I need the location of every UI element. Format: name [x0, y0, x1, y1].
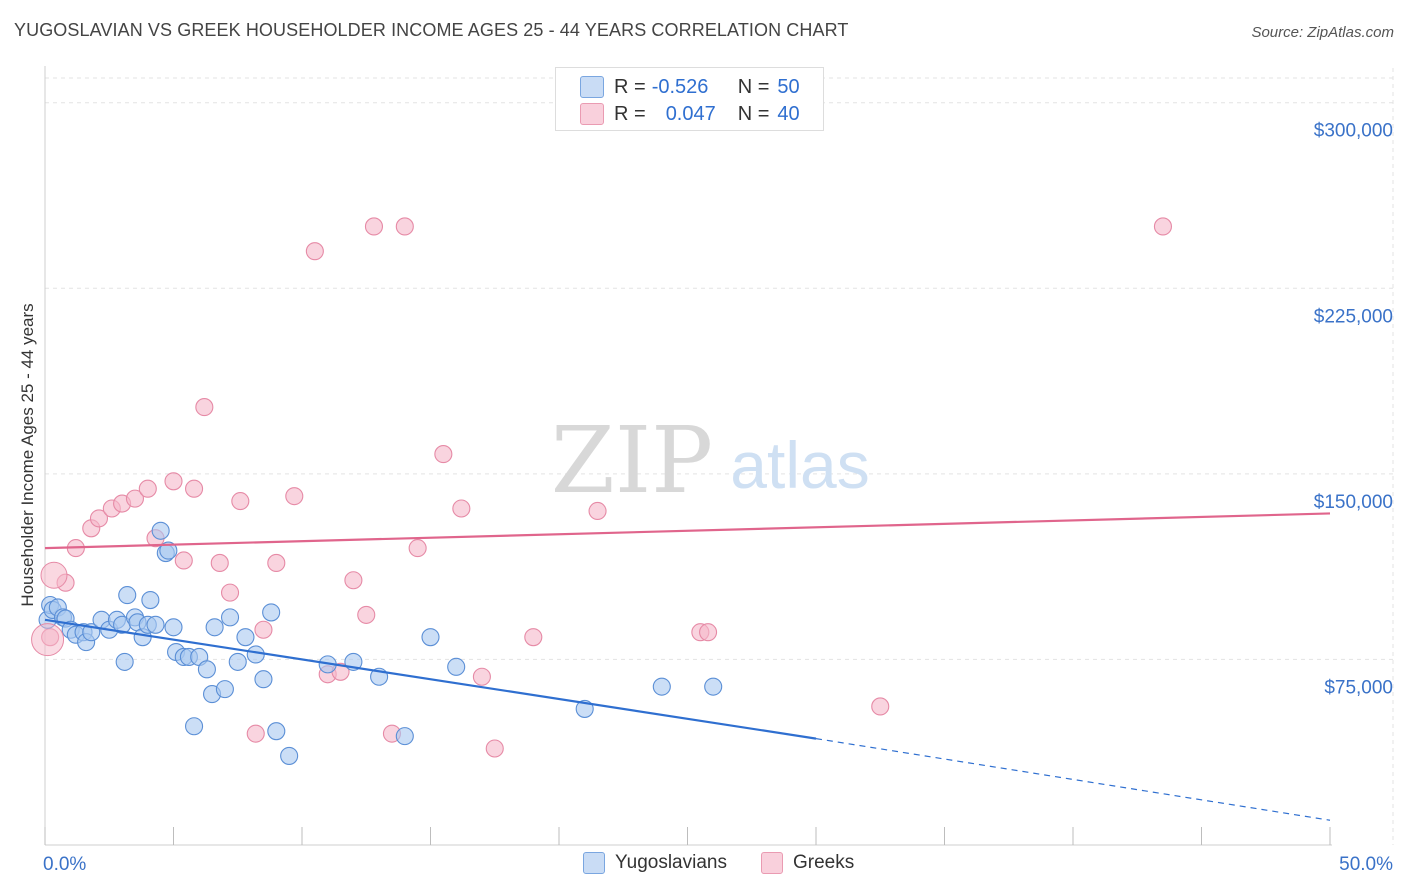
watermark-zip: ZIP	[551, 407, 713, 514]
axes	[44, 66, 1332, 846]
chart-title: YUGOSLAVIAN VS GREEK HOUSEHOLDER INCOME …	[14, 20, 849, 40]
n-label: N =	[737, 102, 770, 125]
greek-point	[395, 217, 414, 236]
yugoslavian-point	[146, 615, 165, 634]
yugoslavian-point	[215, 680, 234, 699]
greek-point	[246, 724, 265, 743]
yugoslavian-point	[197, 660, 216, 679]
yugoslavian-point	[205, 618, 224, 637]
greek-point	[408, 539, 427, 558]
legend-row-greeks: R = 0.047 N = 40	[580, 101, 800, 127]
greek-point	[125, 489, 144, 508]
yugoslavian-point	[115, 652, 134, 671]
legend-swatch-pink	[760, 852, 783, 874]
r-label: R =	[614, 75, 646, 98]
y-tick-label: $150,000	[1314, 492, 1393, 513]
series-legend: Yugoslavians Greeks	[583, 852, 888, 874]
greek-point	[267, 553, 286, 572]
y-tick-label: $225,000	[1314, 306, 1393, 327]
greek-point	[472, 667, 491, 686]
grid-lines	[45, 68, 1394, 845]
greek-point	[138, 479, 157, 498]
yugoslavian-point	[246, 645, 265, 664]
yugoslavian-point	[395, 727, 414, 746]
yugoslavian-point	[164, 618, 183, 637]
greek-point	[285, 487, 304, 506]
yugoslavian-point	[159, 541, 178, 560]
legend-item-greeks: Greeks	[760, 852, 855, 874]
greek-point	[1153, 217, 1172, 236]
greek-point	[254, 620, 273, 639]
legend-swatch-pink	[580, 103, 604, 125]
y-tick-label: $75,000	[1324, 677, 1393, 698]
greek-point	[40, 561, 68, 589]
greek-point	[195, 398, 214, 417]
tick-labels: $75,000 $150,000 $225,000 $300,000 0.0% 50.0%	[43, 121, 1393, 875]
r-label: R =	[614, 102, 646, 125]
greek-point	[524, 628, 543, 647]
yugoslavian-point	[267, 722, 286, 741]
greek-point	[871, 697, 890, 716]
yugoslavian-point	[447, 657, 466, 676]
yugoslavian-point	[254, 670, 273, 689]
yugoslavian-point	[262, 603, 281, 622]
watermark: ZIP atlas	[551, 407, 870, 514]
greek-trend-line	[44, 512, 1331, 550]
legend-label-greeks: Greeks	[792, 852, 855, 873]
greek-point	[164, 472, 183, 491]
watermark-atlas: atlas	[730, 428, 869, 502]
y-axis-label: Householder Income Ages 25 - 44 years	[18, 303, 37, 607]
x-tick-label: 50.0%	[1339, 854, 1393, 875]
yugoslavian-point	[228, 652, 247, 671]
yugoslavian-trend-extension	[815, 738, 1331, 821]
greek-point	[220, 583, 240, 602]
yugoslavian-point	[280, 746, 299, 765]
legend-swatch-blue	[583, 852, 605, 874]
greek-point	[305, 242, 324, 261]
source-label: Source: ZipAtlas.com	[1251, 24, 1394, 41]
yugoslavian-point	[141, 591, 160, 610]
yugoslavian-point	[236, 628, 255, 647]
yugoslavian-point	[118, 586, 137, 605]
r-value: 0.047	[665, 102, 716, 125]
yugoslavian-trend-line	[44, 618, 817, 740]
yugoslavian-point	[704, 677, 723, 696]
legend-label-yugoslavians: Yugoslavians	[615, 852, 727, 873]
y-tick-label: $300,000	[1314, 121, 1393, 142]
legend-item-yugoslavians: Yugoslavians	[583, 852, 727, 874]
greek-point	[452, 499, 471, 518]
greek-point	[357, 605, 376, 624]
greek-point	[364, 217, 384, 236]
n-label: N =	[737, 75, 770, 98]
greek-point	[89, 509, 109, 528]
r-value: -0.526	[651, 75, 709, 98]
greek-point	[31, 623, 65, 657]
greek-point	[231, 492, 250, 511]
greek-point	[210, 553, 229, 572]
yugoslavian-point	[652, 677, 671, 696]
greek-point	[699, 623, 718, 642]
yugoslavian-point	[220, 608, 240, 627]
greek-point	[485, 739, 504, 758]
greek-point	[174, 551, 193, 570]
legend-row-yugoslavians: R = -0.526 N = 50	[580, 74, 800, 100]
x-tick-label: 0.0%	[43, 854, 86, 875]
trend-lines	[44, 512, 1331, 821]
greek-point	[344, 571, 363, 590]
legend-swatch-blue	[580, 76, 604, 98]
correlation-legend: R = -0.526 N = 50 R = 0.047 N = 40	[555, 67, 824, 131]
yugoslavian-point	[421, 628, 440, 647]
greek-point	[434, 445, 453, 464]
yugoslavian-point	[185, 717, 204, 736]
yugoslavian-point	[151, 521, 170, 540]
n-value: 50	[777, 75, 800, 98]
n-value: 40	[777, 102, 800, 125]
greek-point	[588, 501, 607, 521]
greek-point	[185, 479, 204, 498]
